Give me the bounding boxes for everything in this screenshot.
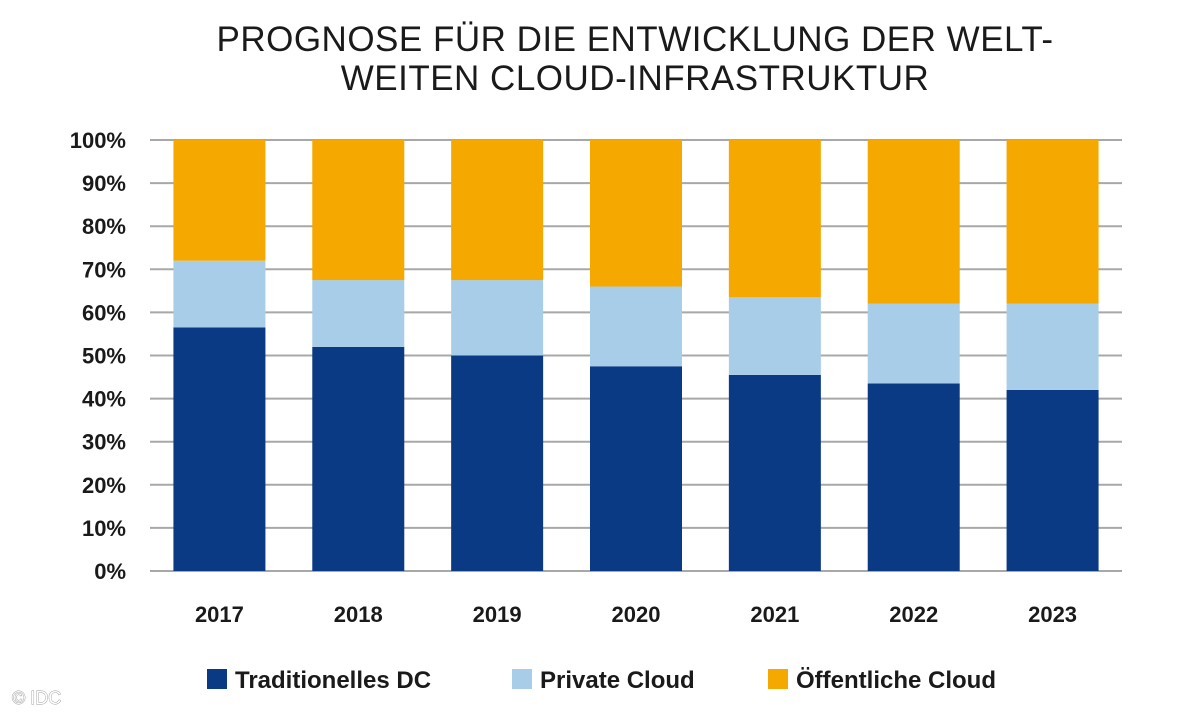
y-tick-label: 50%: [82, 344, 126, 369]
bar-segment-private-cloud-2019: [451, 280, 544, 356]
y-tick-label: 30%: [82, 430, 126, 455]
x-tick-label: 2023: [1028, 602, 1077, 627]
bar-segment-private-cloud-2021: [728, 297, 821, 375]
y-tick-label: 90%: [82, 171, 126, 196]
y-tick-label: 70%: [82, 257, 126, 282]
bar-segment-private-cloud-2017: [173, 260, 266, 328]
bar-segment-oeffentliche-cloud-2022: [867, 140, 960, 304]
bar-segment-oeffentliche-cloud-2021: [728, 140, 821, 298]
chart-title: PROGNOSE FÜR DIE ENTWICKLUNG DER WELT- W…: [216, 20, 1053, 98]
x-tick-label: 2018: [334, 602, 383, 627]
y-tick-label: 40%: [82, 387, 126, 412]
bar-segment-traditionelles-dc-2021: [728, 374, 821, 571]
x-tick-label: 2022: [889, 602, 938, 627]
y-tick-label: 0%: [94, 559, 126, 584]
bar-segment-traditionelles-dc-2019: [451, 355, 544, 571]
x-tick-label: 2020: [612, 602, 661, 627]
legend-swatch-traditionelles-dc: [207, 669, 227, 689]
bar-segment-oeffentliche-cloud-2017: [173, 140, 266, 261]
bar-segment-traditionelles-dc-2017: [173, 327, 266, 571]
x-tick-label: 2017: [195, 602, 244, 627]
y-axis: 0% 10% 20% 30% 40% 50% 60% 70% 80% 90% 100%: [70, 128, 126, 584]
y-tick-label: 10%: [82, 516, 126, 541]
bar-segment-oeffentliche-cloud-2020: [590, 140, 682, 287]
y-tick-label: 20%: [82, 473, 126, 498]
bar-segment-traditionelles-dc-2020: [590, 366, 682, 571]
chart-title-line-1: PROGNOSE FÜR DIE ENTWICKLUNG DER WELT-: [216, 20, 1053, 59]
bar-segment-private-cloud-2022: [867, 303, 960, 384]
x-tick-label: 2019: [473, 602, 522, 627]
bars: [173, 140, 1099, 571]
x-tick-label: 2021: [750, 602, 799, 627]
bar-segment-oeffentliche-cloud-2018: [312, 140, 405, 281]
bar-segment-private-cloud-2020: [590, 286, 682, 367]
x-axis: 2017 2018 2019 2020 2021 2022 2023: [195, 602, 1077, 627]
chart-title-line-2: WEITEN CLOUD-INFRASTRUKTUR: [341, 59, 930, 98]
y-tick-label: 100%: [70, 128, 126, 153]
legend-swatch-oeffentliche-cloud: [768, 669, 788, 689]
y-tick-label: 80%: [82, 214, 126, 239]
y-tick-label: 60%: [82, 300, 126, 325]
legend: Traditionelles DC Private Cloud Öffentlich…: [207, 667, 996, 694]
credit-text: © IDC: [12, 688, 61, 708]
bar-segment-oeffentliche-cloud-2023: [1006, 140, 1099, 304]
bar-segment-private-cloud-2023: [1006, 303, 1099, 390]
legend-label-oeffentliche-cloud: Öffentliche Cloud: [796, 667, 996, 694]
bar-segment-private-cloud-2018: [312, 280, 405, 347]
bar-segment-traditionelles-dc-2022: [867, 383, 960, 571]
legend-label-private-cloud: Private Cloud: [540, 667, 695, 694]
bar-segment-oeffentliche-cloud-2019: [451, 140, 544, 281]
bar-segment-traditionelles-dc-2023: [1006, 389, 1099, 571]
legend-swatch-private-cloud: [512, 669, 532, 689]
bar-segment-traditionelles-dc-2018: [312, 346, 405, 571]
legend-label-traditionelles-dc: Traditionelles DC: [235, 667, 431, 694]
